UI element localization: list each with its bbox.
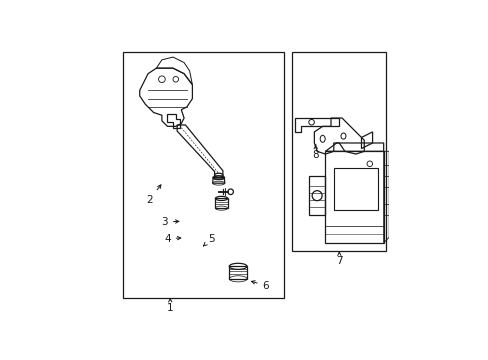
Text: 6: 6 (251, 281, 268, 291)
Text: 2: 2 (146, 185, 161, 205)
Text: 4: 4 (164, 234, 181, 244)
Text: 3: 3 (161, 217, 179, 227)
Text: 7: 7 (335, 252, 342, 266)
Text: 5: 5 (203, 234, 215, 246)
Text: 8: 8 (312, 145, 318, 161)
Text: 1: 1 (166, 299, 173, 313)
